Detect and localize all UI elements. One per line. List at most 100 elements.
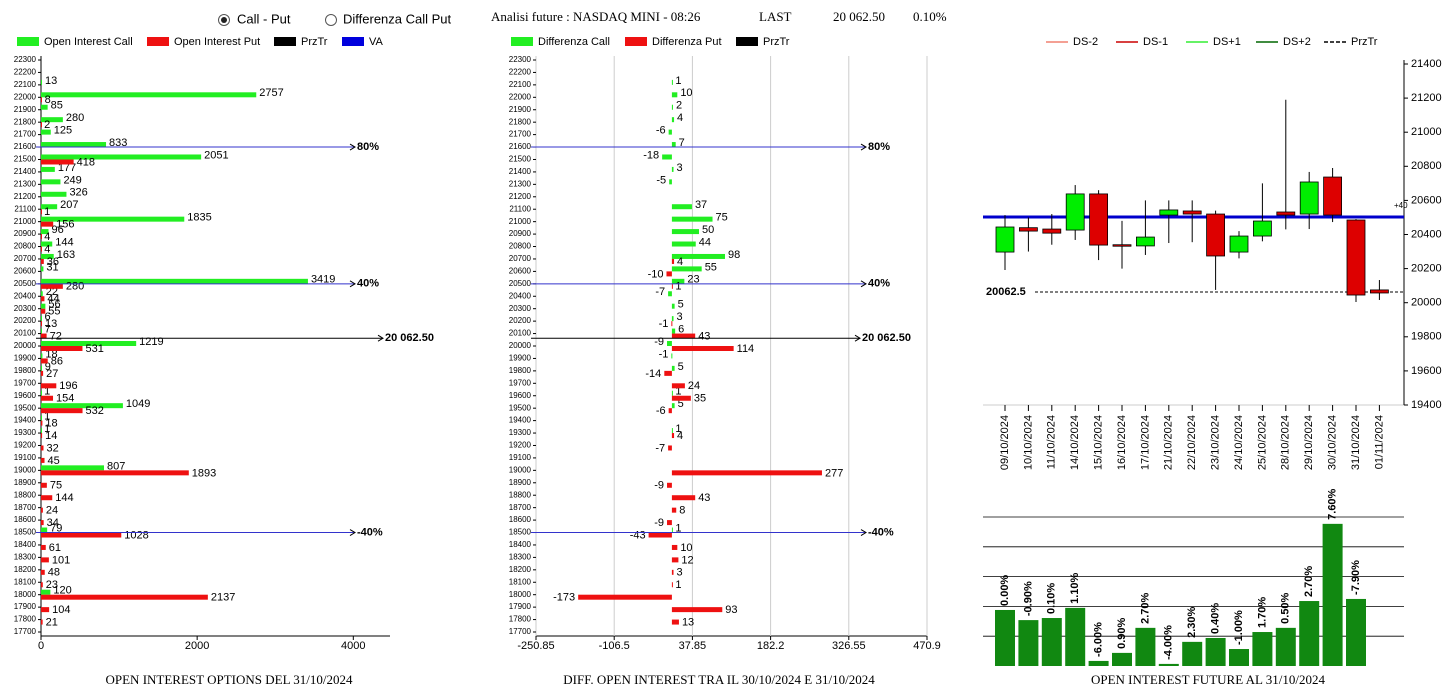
- x-tick-label: 326.55: [832, 640, 866, 652]
- candle-body: [1370, 289, 1389, 294]
- y-tick-label: 21800: [509, 117, 532, 126]
- y-tick-label: 19600: [14, 391, 37, 400]
- data-label: -7.90%: [1350, 560, 1362, 595]
- data-label: 531: [85, 343, 103, 355]
- y-tick-label: 19000: [14, 465, 37, 474]
- y-tick-label: 17700: [14, 627, 37, 636]
- y-tick-label: 19100: [14, 453, 37, 462]
- bar: [671, 507, 677, 513]
- x-tick-label: 4000: [341, 640, 365, 652]
- y-tick-label: 18500: [509, 528, 532, 537]
- bar: [671, 383, 685, 389]
- data-label: 79: [50, 522, 62, 534]
- bar: [671, 321, 673, 327]
- candle-body: [1346, 219, 1366, 296]
- radio-dot: [221, 17, 227, 23]
- y-tick-label: 18600: [14, 515, 37, 524]
- radio-label[interactable]: Differenza Call Put: [343, 11, 452, 26]
- bar: [671, 544, 678, 550]
- y-tick-label: 21400: [1411, 58, 1442, 70]
- y-tick-label: 18400: [14, 540, 37, 549]
- bar: [41, 527, 48, 533]
- bar: [1275, 627, 1296, 666]
- data-label: 18: [45, 418, 57, 430]
- x-tick-label: 29/10/2024: [1303, 415, 1315, 470]
- data-label: 2.70%: [1139, 592, 1151, 623]
- y-tick-label: 21500: [14, 155, 37, 164]
- bar: [1205, 637, 1226, 666]
- bar: [1322, 523, 1343, 666]
- data-label: 7: [679, 137, 685, 149]
- y-tick-label: 20500: [509, 279, 532, 288]
- reference-arrow: [349, 280, 356, 288]
- data-label: 1028: [124, 529, 148, 541]
- data-label: 277: [825, 467, 843, 479]
- reference-label: 80%: [868, 141, 890, 153]
- y-tick-label: 21000: [509, 217, 532, 226]
- x-tick-label: 01/11/2024: [1373, 415, 1385, 469]
- data-label: 27: [46, 368, 58, 380]
- bar: [41, 408, 83, 414]
- bar: [667, 341, 672, 346]
- y-tick-label: 19900: [14, 354, 37, 363]
- bar: [671, 390, 673, 396]
- bar: [41, 316, 42, 322]
- radio-label[interactable]: Call - Put: [237, 11, 291, 26]
- y-tick-label: 18500: [14, 528, 37, 537]
- y-tick-label: 21300: [509, 179, 532, 188]
- y-tick-label: 19600: [1411, 365, 1442, 377]
- y-tick-label: 20400: [509, 291, 532, 300]
- bar: [41, 291, 43, 297]
- data-label: 75: [50, 480, 62, 492]
- bar: [1112, 652, 1132, 666]
- reference-arrow: [854, 334, 861, 342]
- bar: [671, 316, 674, 322]
- data-label: 0.90%: [1116, 617, 1128, 648]
- y-tick-label: 22000: [14, 92, 37, 101]
- radio-button[interactable]: [325, 14, 337, 26]
- data-label: 43: [698, 330, 710, 342]
- y-tick-label: 22000: [509, 92, 532, 101]
- bar: [41, 594, 208, 600]
- data-label: 6: [678, 323, 684, 335]
- y-tick-label: 20600: [14, 267, 37, 276]
- data-label: 4: [44, 231, 50, 243]
- reference-label: +40: [1394, 201, 1408, 210]
- y-tick-label: 21200: [14, 192, 37, 201]
- y-tick-label: 22300: [509, 55, 532, 64]
- legend-label: DS+2: [1283, 36, 1311, 48]
- y-tick-label: 20000: [509, 341, 532, 350]
- y-tick-label: 21200: [1411, 92, 1442, 104]
- data-label: 2757: [259, 87, 283, 99]
- legend-label: Differenza Put: [652, 36, 722, 48]
- bar: [41, 341, 137, 346]
- data-label: 3: [677, 567, 683, 579]
- legend-label: DS-2: [1073, 36, 1098, 48]
- bar: [41, 395, 54, 401]
- y-tick-label: 18900: [14, 478, 37, 487]
- bar: [41, 619, 43, 625]
- legend-swatch: [511, 37, 533, 46]
- bar: [671, 104, 673, 110]
- bar: [671, 582, 673, 588]
- candle-body: [1112, 244, 1132, 247]
- data-label: 0.50%: [1280, 592, 1292, 623]
- data-label: 114: [737, 343, 755, 355]
- data-label: -9: [654, 517, 664, 529]
- x-tick-label: 23/10/2024: [1210, 415, 1222, 470]
- y-tick-label: 21000: [1411, 126, 1442, 138]
- data-label: 5: [678, 361, 684, 373]
- bar: [41, 303, 46, 309]
- bar: [671, 283, 673, 289]
- data-label: -5: [656, 174, 666, 186]
- data-label: 1219: [139, 336, 163, 348]
- page-title: Analisi future : NASDAQ MINI - 08:26: [491, 9, 701, 24]
- candle-body: [1159, 209, 1179, 216]
- bar: [41, 142, 107, 148]
- y-tick-label: 19800: [1411, 331, 1442, 343]
- bar: [669, 179, 672, 185]
- bar: [671, 353, 673, 359]
- bar: [41, 532, 122, 538]
- data-label: 61: [49, 542, 61, 554]
- bar: [41, 495, 53, 501]
